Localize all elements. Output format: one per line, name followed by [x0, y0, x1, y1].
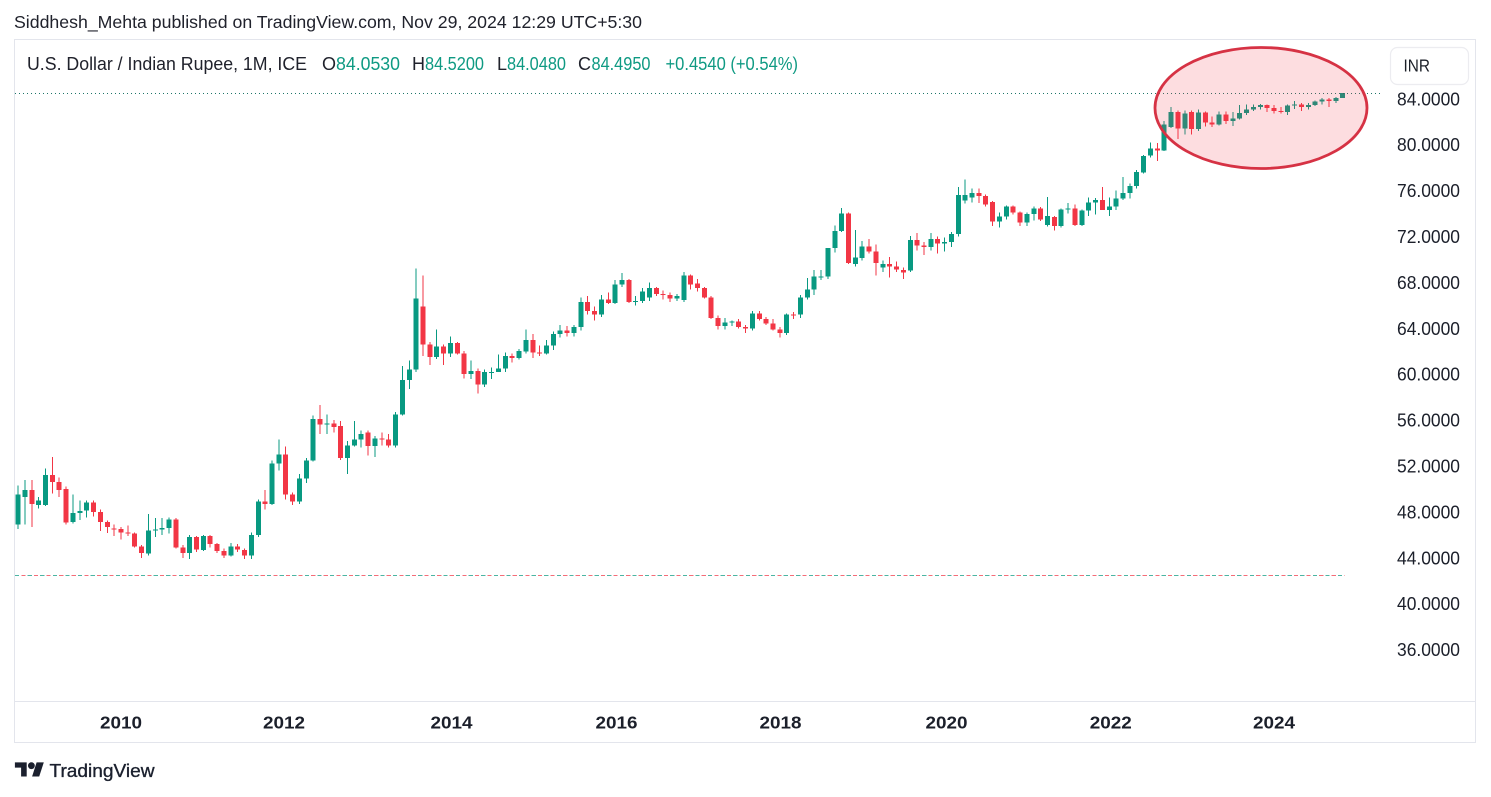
svg-text:2014: 2014	[431, 713, 473, 733]
svg-text:O: O	[322, 54, 336, 74]
svg-text:44.0000: 44.0000	[1397, 548, 1460, 568]
svg-text:76.0000: 76.0000	[1397, 181, 1460, 201]
svg-text:2020: 2020	[926, 713, 968, 733]
svg-text:72.0000: 72.0000	[1397, 227, 1460, 247]
svg-text:H: H	[412, 54, 425, 74]
svg-text:84.4950: 84.4950	[592, 54, 651, 74]
svg-text:U.S. Dollar / Indian Rupee, 1M: U.S. Dollar / Indian Rupee, 1M, ICE	[27, 54, 307, 74]
svg-text:2010: 2010	[100, 713, 142, 733]
svg-text:84.0480: 84.0480	[507, 54, 566, 74]
svg-text:84.0000: 84.0000	[1397, 89, 1460, 109]
svg-text:36.0000: 36.0000	[1397, 640, 1460, 660]
svg-text:64.0000: 64.0000	[1397, 319, 1460, 339]
svg-text:2012: 2012	[263, 713, 305, 733]
svg-text:68.0000: 68.0000	[1397, 273, 1460, 293]
svg-text:56.0000: 56.0000	[1397, 411, 1460, 431]
svg-text:52.0000: 52.0000	[1397, 457, 1460, 477]
svg-text:2016: 2016	[596, 713, 638, 733]
svg-text:2018: 2018	[760, 713, 802, 733]
svg-text:TradingView: TradingView	[50, 760, 156, 781]
svg-text:40.0000: 40.0000	[1397, 594, 1460, 614]
svg-text:48.0000: 48.0000	[1397, 502, 1460, 522]
svg-text:84.5200: 84.5200	[425, 54, 484, 74]
svg-text:L: L	[497, 54, 507, 74]
svg-text:84.0530: 84.0530	[336, 54, 400, 74]
svg-text:+0.4540 (+0.54%): +0.4540 (+0.54%)	[666, 54, 799, 74]
svg-text:C: C	[578, 54, 591, 74]
svg-text:80.0000: 80.0000	[1397, 135, 1460, 155]
svg-text:2022: 2022	[1090, 713, 1132, 733]
svg-text:60.0000: 60.0000	[1397, 365, 1460, 385]
svg-text:INR: INR	[1404, 56, 1431, 76]
svg-text:Siddhesh_Mehta published on Tr: Siddhesh_Mehta published on TradingView.…	[14, 12, 642, 33]
svg-text:2024: 2024	[1253, 713, 1295, 733]
